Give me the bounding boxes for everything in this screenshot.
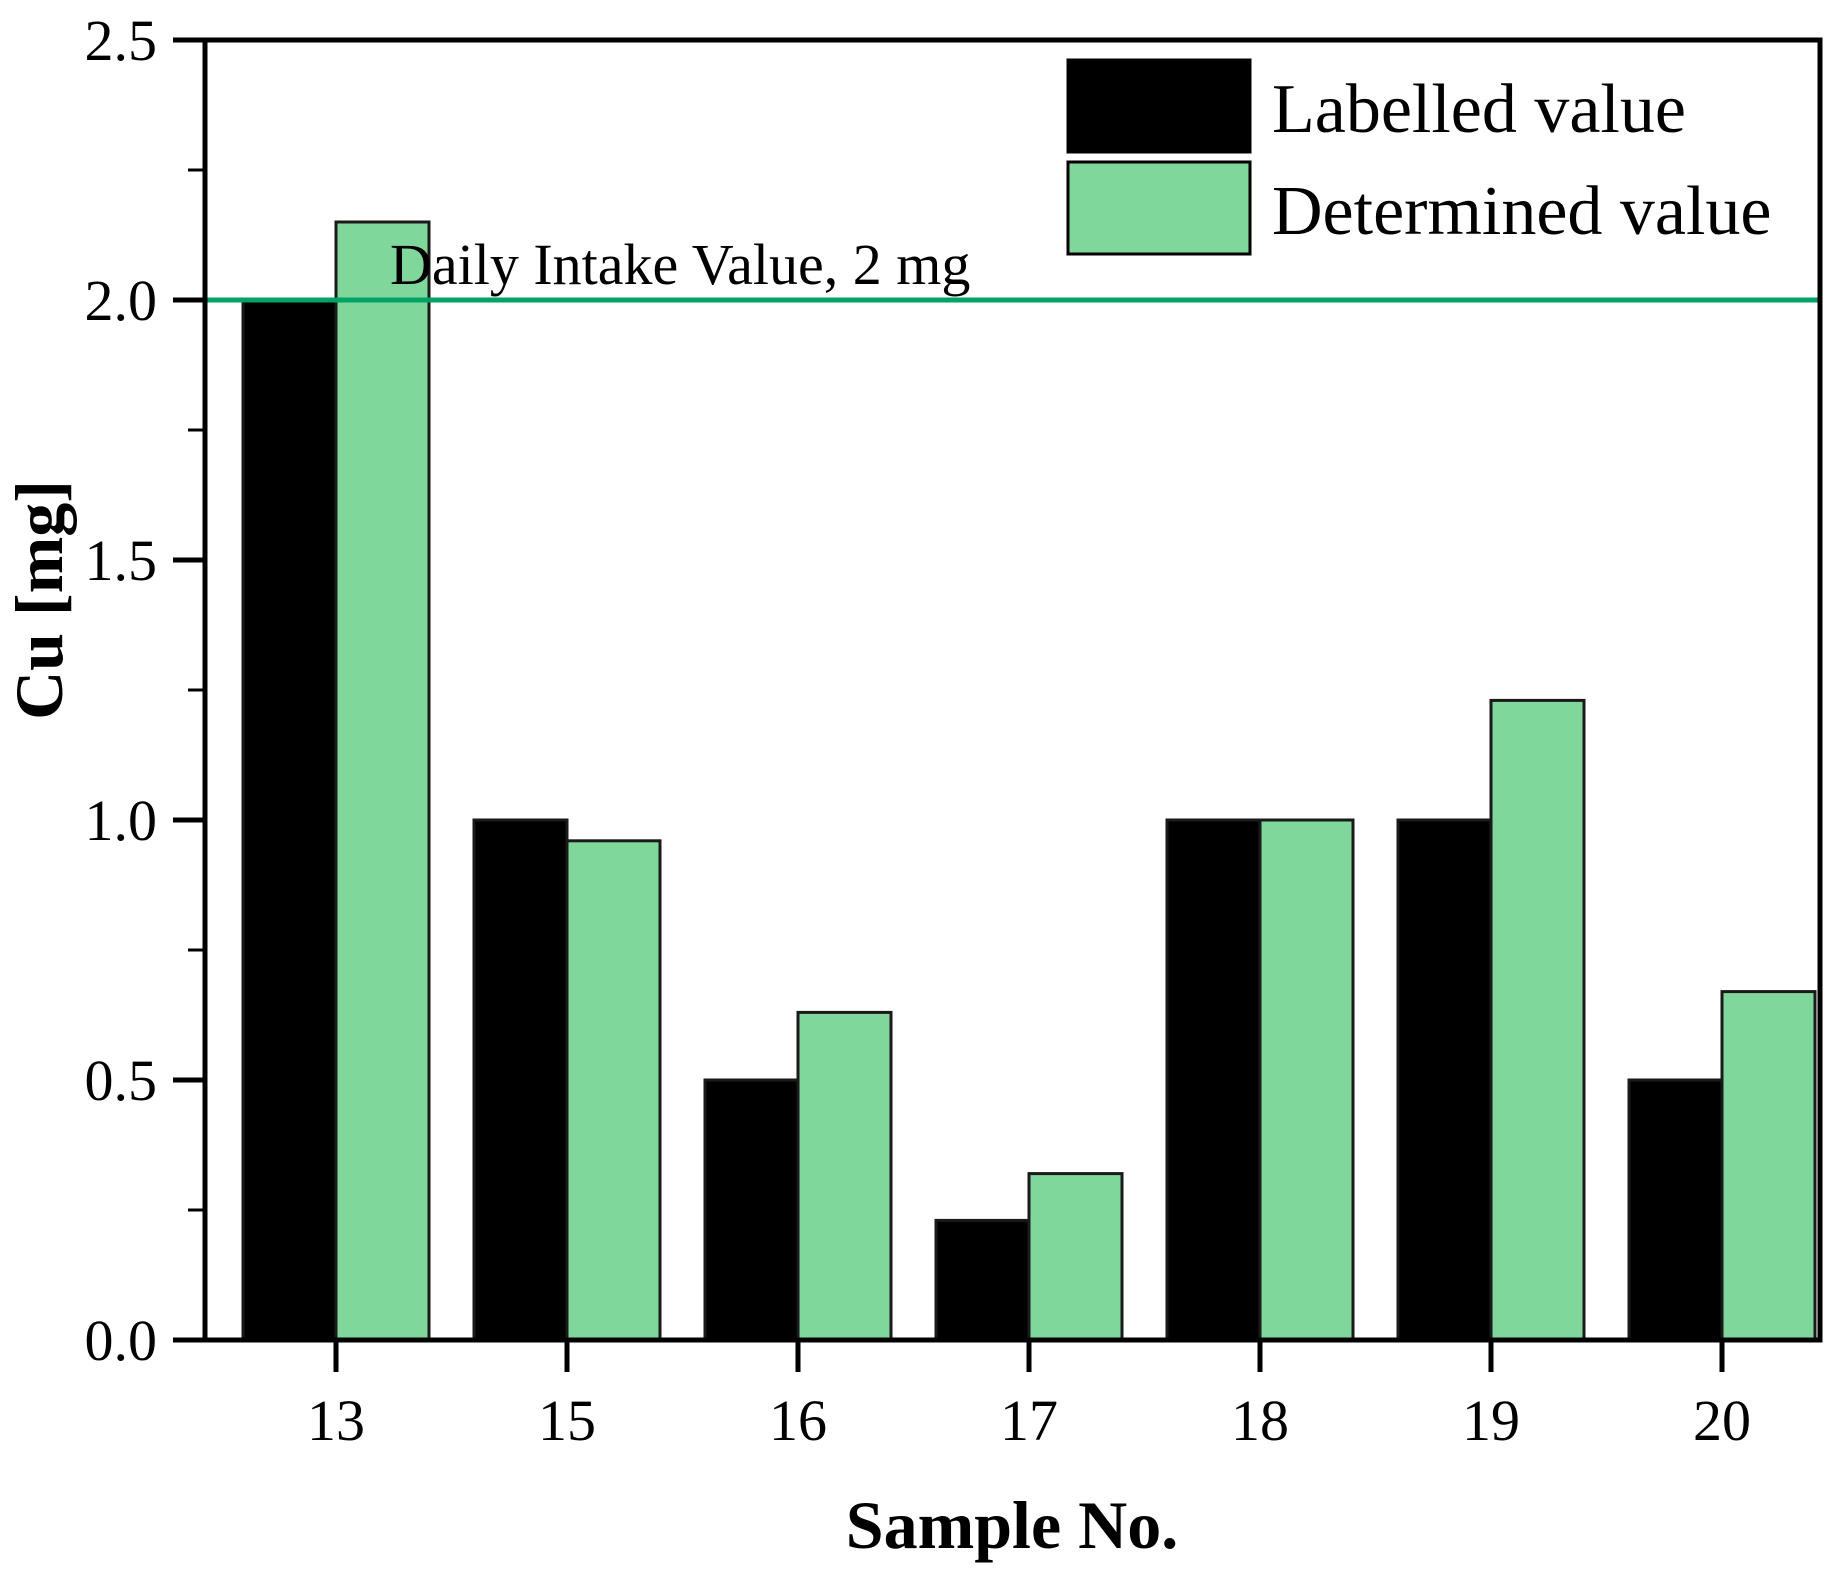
legend-swatch-determined: [1066, 160, 1252, 256]
y-tick-label-2: 2.0: [85, 268, 158, 333]
bar-determined-19: [1489, 698, 1586, 1342]
y-tick-label-0.5: 0.5: [85, 1048, 158, 1113]
y-tick-label-1: 1.0: [85, 788, 158, 853]
legend: Labelled value Determined value: [1066, 58, 1772, 256]
bar-determined-16: [796, 1010, 893, 1342]
legend-label-labelled: Labelled value: [1272, 71, 1686, 148]
x-axis-title: Sample No.: [846, 1487, 1178, 1563]
x-tick-label-15: 15: [538, 1388, 596, 1453]
bar-labelled-18: [1165, 818, 1262, 1342]
bar-determined-15: [565, 839, 662, 1342]
bar-labelled-16: [703, 1078, 800, 1342]
bar-labelled-19: [1396, 818, 1493, 1342]
bar-labelled-17: [934, 1218, 1031, 1342]
bar-determined-20: [1720, 990, 1817, 1342]
legend-swatch-labelled: [1066, 58, 1252, 154]
bar-labelled-20: [1627, 1078, 1724, 1342]
x-tick-label-18: 18: [1231, 1388, 1289, 1453]
x-tick-label-20: 20: [1693, 1388, 1751, 1453]
x-tick-label-17: 17: [1000, 1388, 1058, 1453]
x-tick-label-13: 13: [307, 1388, 365, 1453]
bar-determined-13: [334, 220, 431, 1342]
bar-determined-18: [1258, 818, 1355, 1342]
reference-line-label: Daily Intake Value, 2 mg: [390, 232, 970, 297]
x-tick-label-16: 16: [769, 1388, 827, 1453]
plot-border: [202, 37, 1823, 1343]
bar-series-group: [241, 220, 1817, 1342]
y-tick-label-0: 0.0: [85, 1308, 158, 1373]
y-tick-label-1.5: 1.5: [85, 528, 158, 593]
x-axis-ticks: 13 15 16 17 18 19 20: [307, 1340, 1751, 1453]
x-tick-label-19: 19: [1462, 1388, 1520, 1453]
y-axis-title: Cu [mg]: [1, 480, 77, 720]
legend-label-determined: Determined value: [1272, 173, 1772, 250]
y-axis-ticks: 0.0 0.5 1.0 1.5 2.0 2.5: [85, 8, 205, 1373]
bar-labelled-13: [241, 298, 338, 1342]
y-tick-label-2.5: 2.5: [85, 8, 158, 73]
bar-labelled-15: [472, 818, 569, 1342]
bar-determined-17: [1027, 1172, 1124, 1342]
